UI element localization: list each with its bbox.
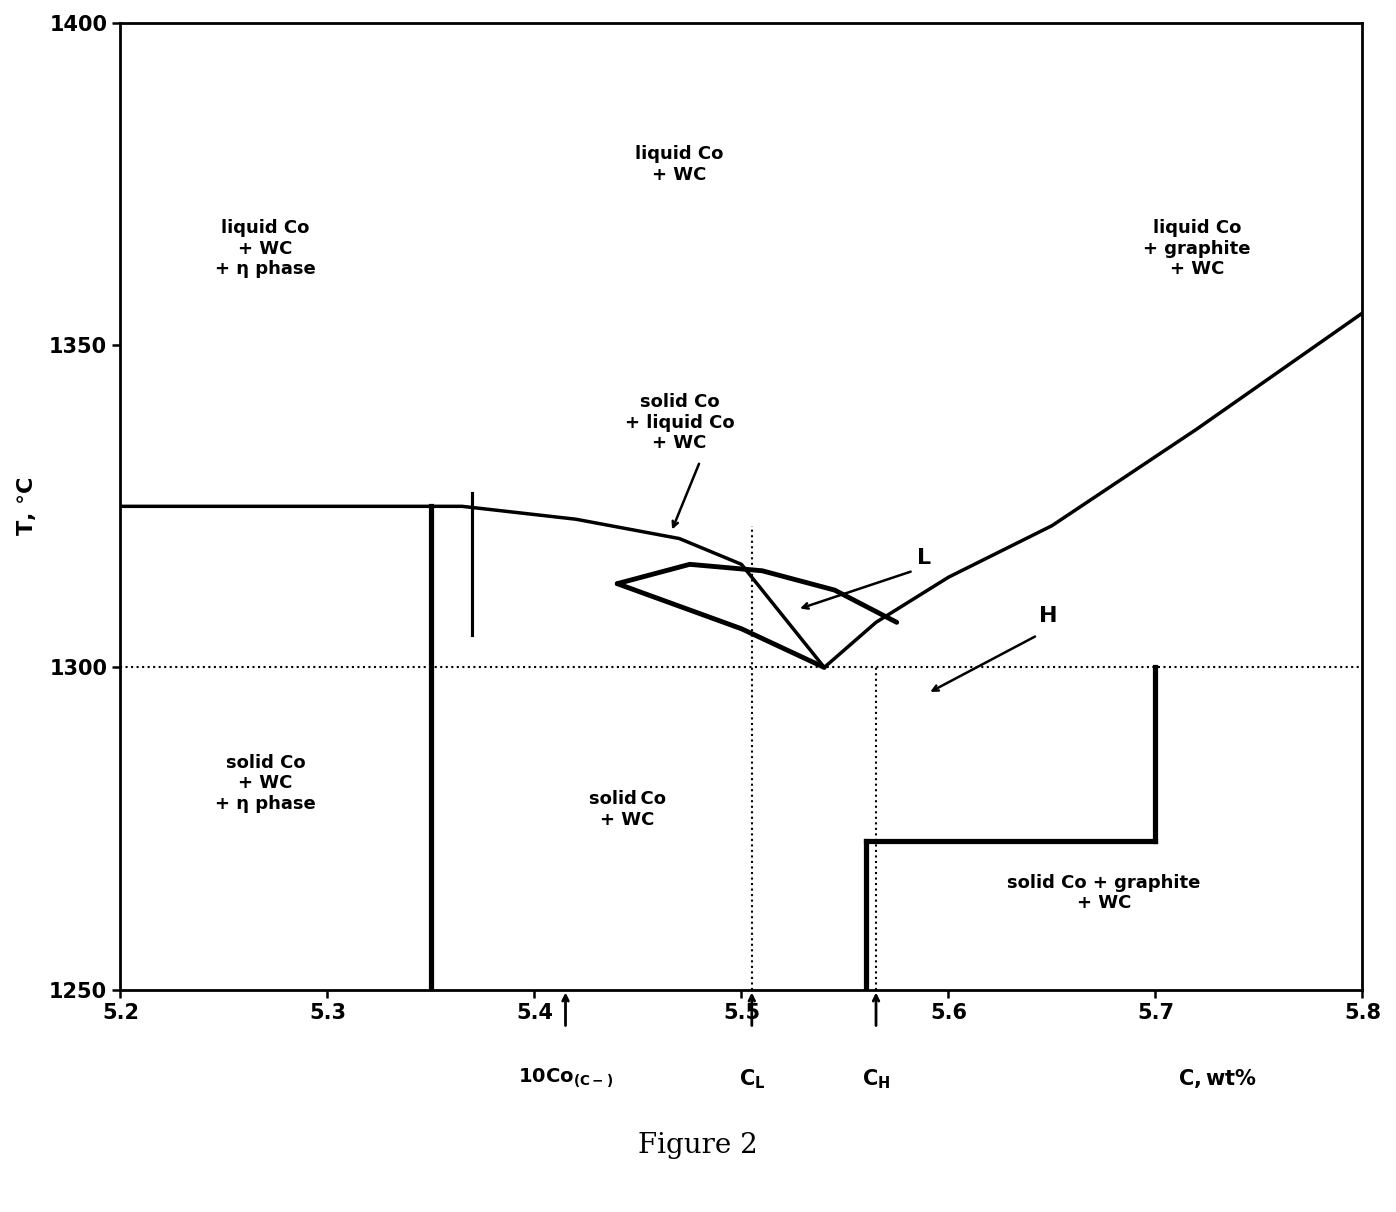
Text: liquid Co
+ WC: liquid Co + WC	[635, 145, 723, 184]
Text: $\mathbf{C_H}$: $\mathbf{C_H}$	[861, 1067, 891, 1091]
Text: Figure 2: Figure 2	[638, 1132, 758, 1159]
Text: L: L	[917, 548, 931, 568]
Text: $\mathbf{10Co_{(C-)}}$: $\mathbf{10Co_{(C-)}}$	[518, 1067, 613, 1090]
Text: solid Co
+ liquid Co
+ WC: solid Co + liquid Co + WC	[624, 393, 734, 452]
Text: H: H	[1039, 606, 1057, 625]
Text: $\mathbf{C_L}$: $\mathbf{C_L}$	[738, 1067, 765, 1091]
Text: solid Co
+ WC: solid Co + WC	[589, 790, 666, 829]
Text: solid Co
+ WC
+ η phase: solid Co + WC + η phase	[215, 754, 315, 813]
Y-axis label: T, $\degree$C: T, $\degree$C	[15, 476, 38, 536]
Text: $\mathbf{C, wt\%}$: $\mathbf{C, wt\%}$	[1178, 1067, 1256, 1090]
Text: liquid Co
+ graphite
+ WC: liquid Co + graphite + WC	[1143, 218, 1251, 279]
Text: liquid Co
+ WC
+ η phase: liquid Co + WC + η phase	[215, 218, 315, 279]
Text: solid Co + graphite
+ WC: solid Co + graphite + WC	[1007, 874, 1201, 913]
